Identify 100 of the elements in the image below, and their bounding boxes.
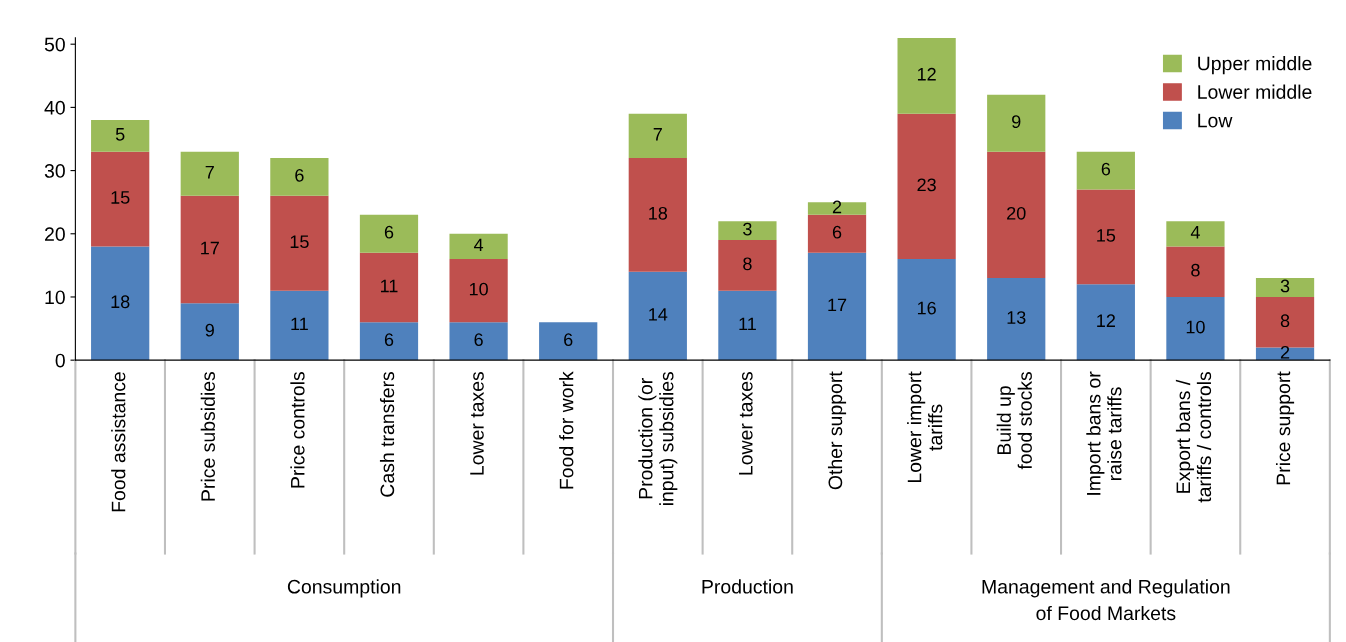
y-tick-label: 0 <box>55 353 65 368</box>
bar <box>987 151 1046 279</box>
x-tick-label: Food for work <box>559 371 574 489</box>
x-tick-label: Lower taxes <box>739 371 753 475</box>
x-tick-label: Lower taxes <box>470 371 484 475</box>
text: Consumption <box>287 579 401 598</box>
text: Management and Regulation of Food Markets <box>982 579 1230 621</box>
data-label: 12 <box>1097 314 1115 327</box>
bar <box>449 259 508 323</box>
data-label: 6 <box>832 225 842 239</box>
bar <box>1076 189 1135 285</box>
data-label: 6 <box>564 333 573 347</box>
x-tick-label: Lower import tariffs <box>907 371 943 483</box>
data-label: 6 <box>384 225 394 239</box>
data-label: 18 <box>649 206 668 220</box>
bar <box>1255 278 1315 297</box>
data-label: 17 <box>828 298 847 312</box>
data-label: 2 <box>832 200 842 214</box>
data-label: 10 <box>469 282 488 296</box>
bar <box>270 157 329 196</box>
bar <box>180 303 239 361</box>
y-tick-label: 10 <box>45 290 65 305</box>
bar <box>449 233 508 260</box>
x-tick-label: Export bans / tariffs / controls <box>1175 371 1212 503</box>
data-label: 3 <box>1280 279 1290 293</box>
data-label: 23 <box>917 178 936 192</box>
data-label: 8 <box>1280 314 1290 328</box>
data-label: 3 <box>743 222 752 236</box>
bar <box>807 214 867 253</box>
bar <box>539 322 598 361</box>
data-label: 6 <box>295 168 304 182</box>
x-tick-label: Build up food stocks <box>996 371 1032 470</box>
text: Production <box>702 579 793 594</box>
bar <box>897 113 956 260</box>
bar <box>1076 151 1135 190</box>
data-label: 15 <box>111 191 130 204</box>
bar <box>718 290 777 361</box>
data-label: 8 <box>1191 263 1200 277</box>
bar <box>359 252 419 323</box>
bar <box>897 37 956 114</box>
bar <box>897 259 956 361</box>
x-tick-label: Price support <box>1275 371 1295 485</box>
x-tick-label: Food assistance <box>111 372 126 512</box>
data-label: 11 <box>381 279 398 293</box>
data-label: 15 <box>290 235 309 249</box>
x-tick-label: Cash transfers <box>379 371 395 497</box>
y-tick-label: 50 <box>44 37 65 52</box>
data-label: 4 <box>473 238 484 252</box>
data-label: 7 <box>205 165 214 179</box>
data-label: 6 <box>1101 162 1111 176</box>
y-tick-label: 20 <box>45 227 65 242</box>
bar <box>180 195 239 304</box>
bar <box>628 113 687 158</box>
data-label: 20 <box>1007 206 1026 220</box>
bar <box>1166 246 1225 297</box>
data-label: 13 <box>1007 311 1026 324</box>
x-tick-label: Production (or input) subsidies <box>638 371 678 506</box>
bar <box>807 252 867 361</box>
x-tick-label: Other support <box>827 371 847 490</box>
bar <box>1166 221 1225 247</box>
bar <box>1255 347 1315 361</box>
bar <box>1166 296 1225 361</box>
x-tick-label: Price subsidies <box>200 371 215 501</box>
bar <box>807 202 867 215</box>
data-label: 2 <box>1280 345 1290 359</box>
data-label: 11 <box>291 317 308 331</box>
bar <box>718 240 777 291</box>
bar <box>449 322 508 361</box>
bar <box>91 151 150 247</box>
bar <box>987 278 1046 361</box>
data-label: 7 <box>653 128 662 141</box>
bar <box>987 94 1046 152</box>
data-label: 6 <box>384 333 394 347</box>
bar <box>91 246 150 361</box>
legend-label: Upper middle <box>1198 56 1312 75</box>
data-label: 17 <box>201 241 219 255</box>
data-label: 9 <box>1012 115 1021 129</box>
data-label: 5 <box>115 128 125 141</box>
legend-label: Low <box>1198 113 1233 128</box>
data-label: 15 <box>1097 229 1116 242</box>
bar <box>628 271 687 361</box>
x-tick-label: Price controls <box>290 371 305 488</box>
data-label: 18 <box>111 295 130 309</box>
data-label: 6 <box>474 333 483 347</box>
bar <box>270 290 329 361</box>
data-label: 12 <box>917 67 936 81</box>
bar <box>91 120 150 152</box>
data-label: 8 <box>743 257 752 271</box>
data-label: 14 <box>649 308 668 321</box>
data-label: 10 <box>1186 320 1205 334</box>
bar <box>270 195 329 291</box>
y-tick-label: 30 <box>44 164 65 178</box>
bar <box>1255 296 1315 348</box>
bar <box>628 157 687 272</box>
legend-label: Lower middle <box>1198 84 1312 99</box>
data-label: 16 <box>917 301 936 315</box>
bar <box>1076 284 1135 361</box>
data-label: 11 <box>739 317 756 331</box>
bar <box>359 322 419 361</box>
data-label: 9 <box>205 323 214 337</box>
